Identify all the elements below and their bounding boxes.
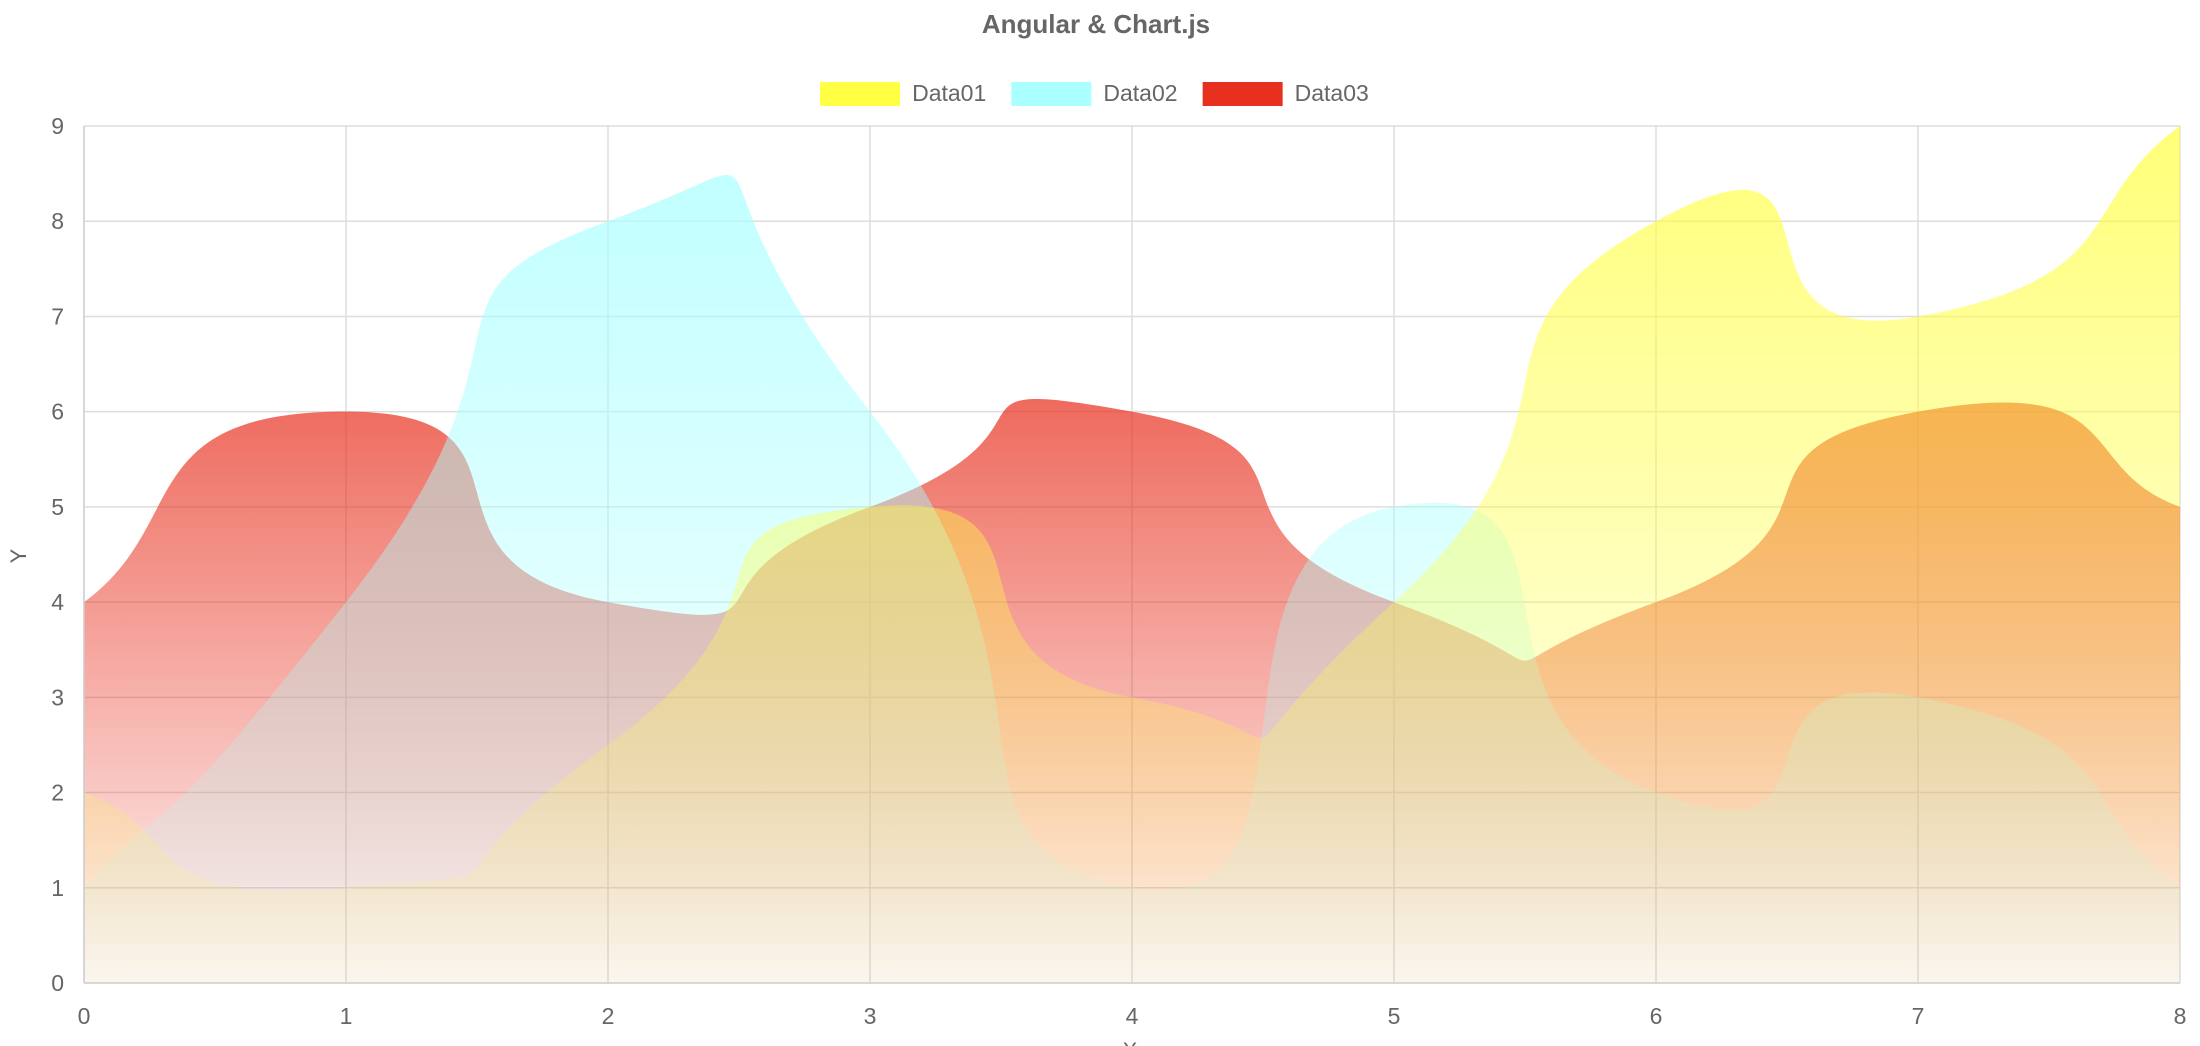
legend-label: Data03 — [1295, 80, 1369, 106]
legend-item-data02[interactable]: Data02 — [1011, 80, 1178, 106]
x-tick-label: 6 — [1650, 1003, 1663, 1029]
y-tick-label: 4 — [51, 589, 64, 615]
legend-swatch — [1202, 82, 1283, 106]
y-tick-label: 1 — [51, 875, 64, 901]
y-tick-label: 3 — [51, 684, 64, 710]
x-axis-label: X — [1123, 1038, 1138, 1046]
x-tick-label: 5 — [1388, 1003, 1401, 1029]
x-tick-label: 1 — [340, 1003, 353, 1029]
x-tick-label: 2 — [602, 1003, 615, 1029]
y-tick-label: 5 — [51, 494, 64, 520]
y-tick-label: 8 — [51, 208, 64, 234]
chart-title: Angular & Chart.js — [982, 9, 1210, 39]
axes: 0 1 2 3 4 5 6 7 8 9 0 1 2 3 4 5 6 7 8 — [51, 113, 2186, 1029]
x-tick-label: 8 — [2174, 1003, 2187, 1029]
legend-item-data01[interactable]: Data01 — [820, 80, 986, 106]
y-tick-label: 0 — [51, 970, 64, 996]
x-tick-label: 0 — [78, 1003, 91, 1029]
legend-label: Data01 — [912, 80, 986, 106]
y-tick-label: 2 — [51, 780, 64, 806]
legend-label: Data02 — [1103, 80, 1177, 106]
x-tick-label: 7 — [1912, 1003, 1925, 1029]
legend-swatch — [820, 82, 901, 106]
x-tick-label: 4 — [1126, 1003, 1139, 1029]
x-tick-label: 3 — [864, 1003, 877, 1029]
y-tick-label: 6 — [51, 399, 64, 425]
y-axis-label: Y — [6, 548, 31, 563]
y-tick-label: 7 — [51, 303, 64, 329]
series-areas — [84, 126, 2180, 983]
legend-swatch — [1011, 82, 1092, 106]
legend-item-data03[interactable]: Data03 — [1202, 80, 1369, 106]
y-tick-label: 9 — [51, 113, 64, 139]
series-area-data01 — [84, 126, 2180, 983]
legend: Data01 Data02 Data03 — [820, 80, 1369, 106]
